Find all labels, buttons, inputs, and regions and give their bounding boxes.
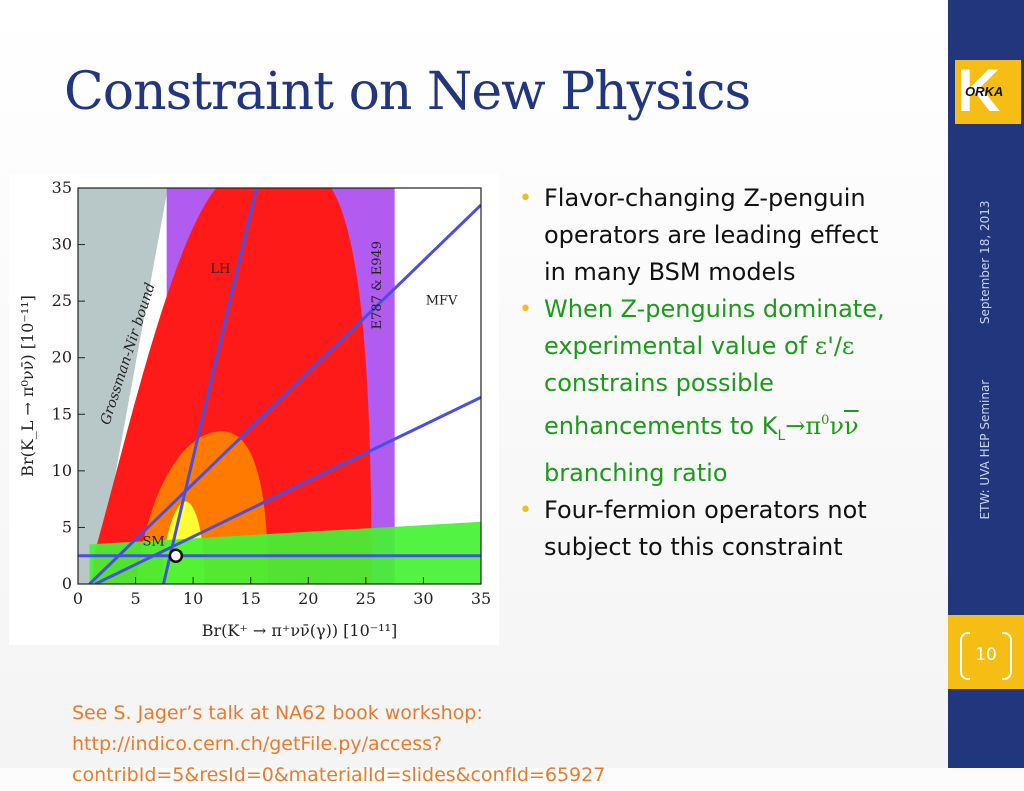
slide-title: Constraint on New Physics [64,62,751,122]
y-tick-label: 25 [52,291,72,310]
bullet-item: Flavor-changing Z-penguin operators are … [519,180,899,291]
superscript-zero: 0 [821,413,830,428]
bullet-text-3: Four-fermion operators not subject to th… [544,496,867,561]
reference-note: See S. Jager’s talk at NA62 book worksho… [72,698,892,791]
x-tick-label: 20 [298,589,318,608]
x-tick-label: 10 [183,589,203,608]
nubar-symbol: ν [844,412,859,440]
nu-symbol: ν [829,412,845,440]
epsilon-symbol: ε [841,332,855,360]
arrow-pi: →π [785,412,822,440]
logo-letter: K [957,57,1001,124]
x-tick-label: 5 [130,589,140,608]
x-tick-label: 25 [356,589,376,608]
sm-label: SM [142,535,164,550]
bullet-text-2c: constrains possible enhancements to K [544,369,778,440]
grossman-nir-region [78,188,168,584]
plot-frame [77,187,482,585]
x-tick-label: 30 [413,589,433,608]
y-tick-label: 10 [52,461,72,480]
bullet-text-2d: branching ratio [544,459,728,487]
y-tick-label: 35 [52,178,72,197]
reference-line-1: See S. Jager’s talk at NA62 book worksho… [72,702,483,724]
bullet-text-2a: When Z-penguins dominate, experimental v… [544,295,885,360]
y-tick-label: 5 [62,517,72,536]
bullet-text-2b: '/ [827,332,842,360]
sm-point [168,548,184,563]
y-tick-label: 20 [52,348,72,367]
subscript-l: L [777,428,786,444]
bullet-text-1: Flavor-changing Z-penguin operators are … [544,184,879,286]
x-axis-label: Br(K⁺ → π⁺νν̄(γ)) [10⁻¹¹] [202,621,398,640]
footer-text-vertical: ETW: UVA HEP Seminar September 18, 2013 [978,200,992,519]
lh-label: LH [210,262,230,277]
y-tick-label: 0 [62,574,72,593]
orka-logo: K ORKA [955,57,1021,124]
physics-plot: 0 5 10 15 20 25 30 35 0 5 10 15 20 25 30 35 Br(K⁺ → π⁺ν… [9,174,499,645]
y-tick-label: 15 [52,404,72,423]
x-tick-label: 0 [73,589,83,608]
logo-text: ORKA [965,84,1004,99]
bullet-list: Flavor-changing Z-penguin operators are … [519,180,899,566]
footer-date: September 18, 2013 [978,200,992,325]
model-line-2 [94,395,481,584]
model-line-1 [88,203,481,584]
bullet-item: When Z-penguins dominate, experimental v… [519,291,899,492]
bullet-item: Four-fermion operators not subject to th… [519,492,899,566]
plot-svg: 0 5 10 15 20 25 30 35 0 5 10 15 20 25 30 35 Br(K⁺ → π⁺ν… [18,178,491,640]
x-tick-label: 35 [471,589,491,608]
reference-link[interactable]: http://indico.cern.ch/getFile.py/access?… [72,733,606,786]
x-tick-label: 15 [241,589,261,608]
footer-event: ETW: UVA HEP Seminar [978,379,992,520]
mfv-label: MFV [426,294,458,309]
page-number: 10 [960,632,1012,680]
y-axis-label: Br(K_L → π⁰νν̄) [10⁻¹¹] [18,295,37,477]
green-band [89,521,481,584]
e787-e949-label: E787 & E949 [370,241,385,329]
epsilon-symbol: ε [814,332,828,360]
y-tick-label: 30 [52,235,72,254]
